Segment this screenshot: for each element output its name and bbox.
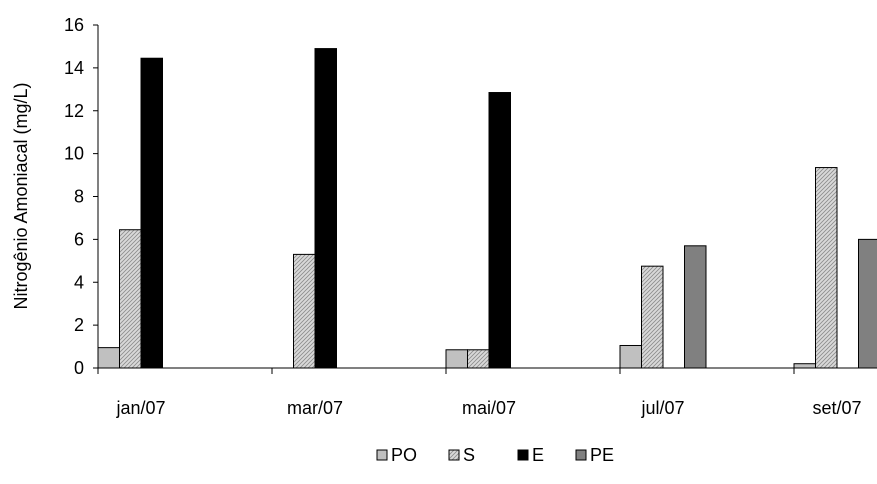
y-tick-label: 12 — [64, 101, 84, 121]
bar-e-mai-07 — [489, 93, 511, 368]
legend: PO S E PE — [377, 445, 614, 465]
x-tick-label: jul/07 — [640, 398, 684, 418]
bar-e-mar-07 — [315, 49, 337, 368]
y-tick-label: 8 — [74, 187, 84, 207]
x-tick-label: jan/07 — [115, 398, 165, 418]
y-tick-label: 6 — [74, 229, 84, 249]
x-tick-label: mar/07 — [287, 398, 343, 418]
bar-s-jan-07 — [120, 230, 142, 368]
legend-swatch-e — [518, 450, 528, 460]
y-tick-label: 16 — [64, 15, 84, 35]
y-tick-label: 10 — [64, 144, 84, 164]
bar-po-set-07 — [794, 364, 816, 368]
legend-label-pe: PE — [590, 445, 614, 465]
legend-swatch-po — [377, 450, 387, 460]
legend-swatch-s — [449, 450, 459, 460]
y-tick-label: 4 — [74, 272, 84, 292]
bar-pe-set-07 — [859, 239, 877, 368]
legend-swatch-pe — [576, 450, 586, 460]
y-tick-label: 14 — [64, 58, 84, 78]
legend-label-e: E — [532, 445, 544, 465]
bar-pe-jul-07 — [685, 246, 707, 368]
bar-po-jul-07 — [620, 345, 642, 368]
bar-po-jan-07 — [98, 348, 120, 368]
bar-e-jan-07 — [141, 58, 163, 368]
plot-area: 0 2 4 6 8 10 12 14 16 jan/07 mar/07 mai/07 jul/07 set… — [64, 15, 877, 418]
bar-s-mar-07 — [294, 254, 316, 368]
y-tick-label: 2 — [74, 315, 84, 335]
bar-s-mai-07 — [468, 350, 490, 368]
x-tick-label: mai/07 — [462, 398, 516, 418]
bar-s-set-07 — [816, 168, 838, 368]
bar-s-jul-07 — [642, 266, 664, 368]
bar-po-mai-07 — [446, 350, 468, 368]
x-tick-label: set/07 — [812, 398, 861, 418]
y-axis-label: Nitrogênio Amoniacal (mg/L) — [11, 82, 31, 309]
legend-label-s: S — [463, 445, 475, 465]
y-tick-label: 0 — [74, 358, 84, 378]
legend-label-po: PO — [391, 445, 417, 465]
